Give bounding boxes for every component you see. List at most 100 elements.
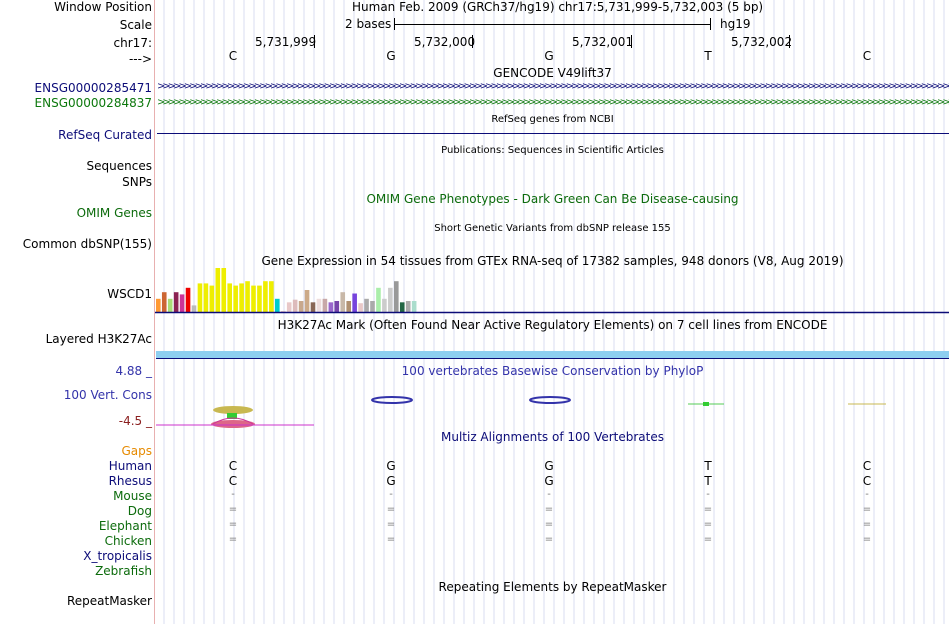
gtex-tissue-bar[interactable] (340, 292, 346, 312)
snps-label[interactable]: SNPs (122, 175, 152, 189)
gtex-tissue-bar[interactable] (370, 301, 375, 312)
gtex-tissue-bar[interactable] (322, 298, 328, 312)
reference-base: C (228, 49, 238, 63)
gtex-tissue-bar[interactable] (215, 268, 221, 312)
sequences-label[interactable]: Sequences (86, 159, 152, 173)
position-label: 5,731,999 (255, 35, 317, 49)
gtex-tissue-bar[interactable] (203, 283, 209, 312)
gene-label-ensg00000284837[interactable]: ENSG00000284837 (34, 96, 152, 110)
gtex-tissue-bar[interactable] (382, 298, 387, 312)
h3k27ac-track-title: H3K27Ac Mark (Often Found Near Active Re… (277, 318, 828, 332)
gtex-tissue-bar[interactable] (394, 281, 399, 312)
gtex-tissue-bar[interactable] (286, 302, 292, 312)
alignment-base: G (544, 459, 554, 473)
gtex-tissue-bar[interactable] (292, 299, 298, 312)
gene-label-ensg00000285471[interactable]: ENSG00000285471 (34, 81, 152, 95)
gtex-tissue-bar[interactable] (280, 311, 286, 312)
alignment-base: - (547, 489, 551, 500)
gtex-tissue-bar[interactable] (191, 305, 197, 312)
gtex-expression-chart[interactable] (155, 266, 949, 315)
gtex-tissue-bar[interactable] (358, 303, 363, 312)
repeatmasker-label[interactable]: RepeatMasker (66, 594, 152, 608)
phylop-min-label: -4.5 _ (118, 414, 152, 428)
reference-base: G (386, 49, 396, 63)
gtex-tissue-bar[interactable] (364, 298, 369, 312)
refseq-curated-label[interactable]: RefSeq Curated (58, 128, 152, 142)
scale-label: Scale (119, 18, 152, 32)
gtex-tissue-bar[interactable] (209, 285, 215, 312)
gtex-gene-label[interactable]: WSCD1 (107, 287, 152, 301)
gtex-tissue-bar[interactable] (304, 290, 310, 312)
gtex-tissue-bar[interactable] (328, 302, 334, 312)
gtex-tissue-bar[interactable] (197, 283, 203, 312)
species-label[interactable]: Dog (127, 504, 152, 518)
position-tick (789, 35, 790, 48)
species-label[interactable]: Chicken (104, 534, 152, 548)
gtex-tissue-bar[interactable] (257, 285, 262, 312)
gtex-tissue-bar[interactable] (411, 301, 417, 312)
alignment-base: = (386, 534, 396, 545)
layered-h3k27ac-label[interactable]: Layered H3K27Ac (45, 332, 152, 346)
strand-arrows: >>>>>>>>>>>>>>>>>>>>>>>>>>>>>>>>>>>>>>>>… (157, 81, 949, 92)
gtex-tissue-bar[interactable] (310, 302, 316, 312)
omim-track-title: OMIM Gene Phenotypes - Dark Green Can Be… (366, 192, 739, 206)
h3k27ac-baseline (156, 358, 949, 359)
gtex-tissue-bar[interactable] (233, 285, 238, 312)
alignment-base: = (228, 504, 238, 515)
species-label[interactable]: X_tropicalis (83, 549, 152, 563)
gtex-tissue-bar[interactable] (245, 281, 250, 312)
alignment-base: = (862, 504, 872, 515)
gtex-tissue-bar[interactable] (405, 301, 411, 312)
gtex-tissue-bar[interactable] (156, 298, 161, 312)
gtex-tissue-bar[interactable] (227, 283, 232, 312)
gtex-tissue-bar[interactable] (173, 292, 179, 312)
gene-feature-ensg00000285471[interactable]: >>>>>>>>>>>>>>>>>>>>>>>>>>>>>>>>>>>>>>>>… (157, 81, 949, 93)
gtex-tissue-bar[interactable] (251, 285, 256, 312)
phylop-logo-t (688, 402, 724, 406)
species-label[interactable]: Zebrafish (95, 564, 152, 578)
phylop-track-label[interactable]: 100 Vert. Cons (63, 388, 152, 402)
alignment-base: T (704, 474, 712, 488)
species-label[interactable]: Human (108, 459, 152, 473)
refseq-feature[interactable] (157, 133, 949, 134)
common-dbsnp-label[interactable]: Common dbSNP(155) (22, 237, 152, 251)
strand-arrows: >>>>>>>>>>>>>>>>>>>>>>>>>>>>>>>>>>>>>>>>… (157, 97, 949, 108)
species-label[interactable]: Rhesus (108, 474, 152, 488)
omim-genes-label[interactable]: OMIM Genes (76, 206, 152, 220)
gtex-tissue-bar[interactable] (388, 287, 393, 312)
gtex-tissue-bar[interactable] (399, 302, 405, 312)
position-tick (631, 35, 632, 48)
gtex-tissue-bar[interactable] (239, 283, 244, 312)
alignment-base: = (703, 519, 713, 530)
phylop-track-title: 100 vertebrates Basewise Conservation by… (401, 364, 704, 378)
gtex-tissue-bar[interactable] (221, 268, 227, 312)
gtex-tissue-bar[interactable] (263, 281, 268, 312)
phylop-plot[interactable] (155, 394, 949, 430)
gtex-tissue-bar[interactable] (316, 298, 322, 312)
gtex-tissue-bar[interactable] (346, 301, 351, 312)
gtex-tissue-bar[interactable] (179, 294, 185, 312)
alignment-base: = (862, 519, 872, 530)
alignment-base: G (544, 474, 554, 488)
species-label[interactable]: Elephant (98, 519, 152, 533)
gtex-tissue-bar[interactable] (376, 287, 381, 312)
species-label[interactable]: Mouse (113, 489, 152, 503)
gtex-tissue-bar[interactable] (334, 301, 340, 312)
gtex-tissue-bar[interactable] (352, 293, 357, 312)
alignment-base: = (544, 504, 554, 515)
position-tick (314, 35, 315, 48)
refseq-track-title: RefSeq genes from NCBI (491, 114, 614, 125)
gaps-label[interactable]: Gaps (121, 444, 152, 458)
gtex-tissue-bar[interactable] (275, 298, 280, 312)
window-position-label: Window Position (54, 0, 152, 14)
alignment-base: C (862, 459, 872, 473)
h3k27ac-signal[interactable] (156, 351, 949, 358)
gene-feature-ensg00000284837[interactable]: >>>>>>>>>>>>>>>>>>>>>>>>>>>>>>>>>>>>>>>>… (157, 97, 949, 109)
gtex-tissue-bar[interactable] (269, 281, 274, 312)
gtex-tissue-bar[interactable] (161, 292, 167, 312)
chrom-label: chr17: (113, 36, 152, 50)
gtex-tissue-bar[interactable] (185, 287, 191, 312)
gtex-tissue-bar[interactable] (298, 301, 304, 312)
gtex-tissue-bar[interactable] (167, 298, 173, 312)
